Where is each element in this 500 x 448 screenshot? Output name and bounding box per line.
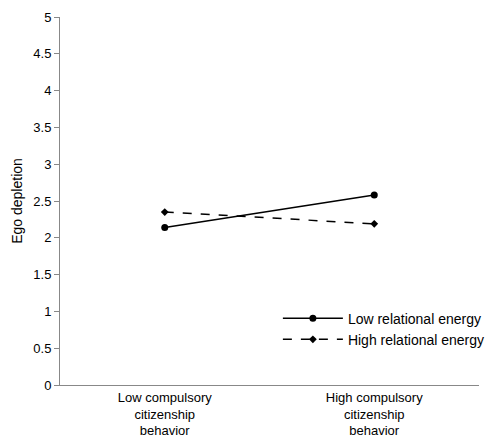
- svg-text:2.5: 2.5: [33, 194, 51, 209]
- svg-text:Low compulsorycitizenshipbehav: Low compulsorycitizenshipbehavior: [118, 390, 212, 439]
- svg-text:0.5: 0.5: [33, 341, 51, 356]
- svg-text:High compulsorycitizenshipbeha: High compulsorycitizenshipbehavior: [326, 390, 423, 439]
- svg-text:1.5: 1.5: [33, 267, 51, 282]
- svg-text:2: 2: [44, 230, 51, 245]
- svg-text:Low relational energy: Low relational energy: [348, 311, 481, 327]
- svg-text:High relational energy: High relational energy: [348, 332, 484, 348]
- svg-text:1: 1: [44, 304, 51, 319]
- svg-text:4.5: 4.5: [33, 46, 51, 61]
- svg-text:5: 5: [44, 10, 51, 25]
- svg-text:3.5: 3.5: [33, 120, 51, 135]
- svg-text:3: 3: [44, 157, 51, 172]
- svg-text:4: 4: [44, 83, 51, 98]
- svg-text:Ego depletion: Ego depletion: [9, 158, 25, 244]
- svg-text:0: 0: [44, 378, 51, 393]
